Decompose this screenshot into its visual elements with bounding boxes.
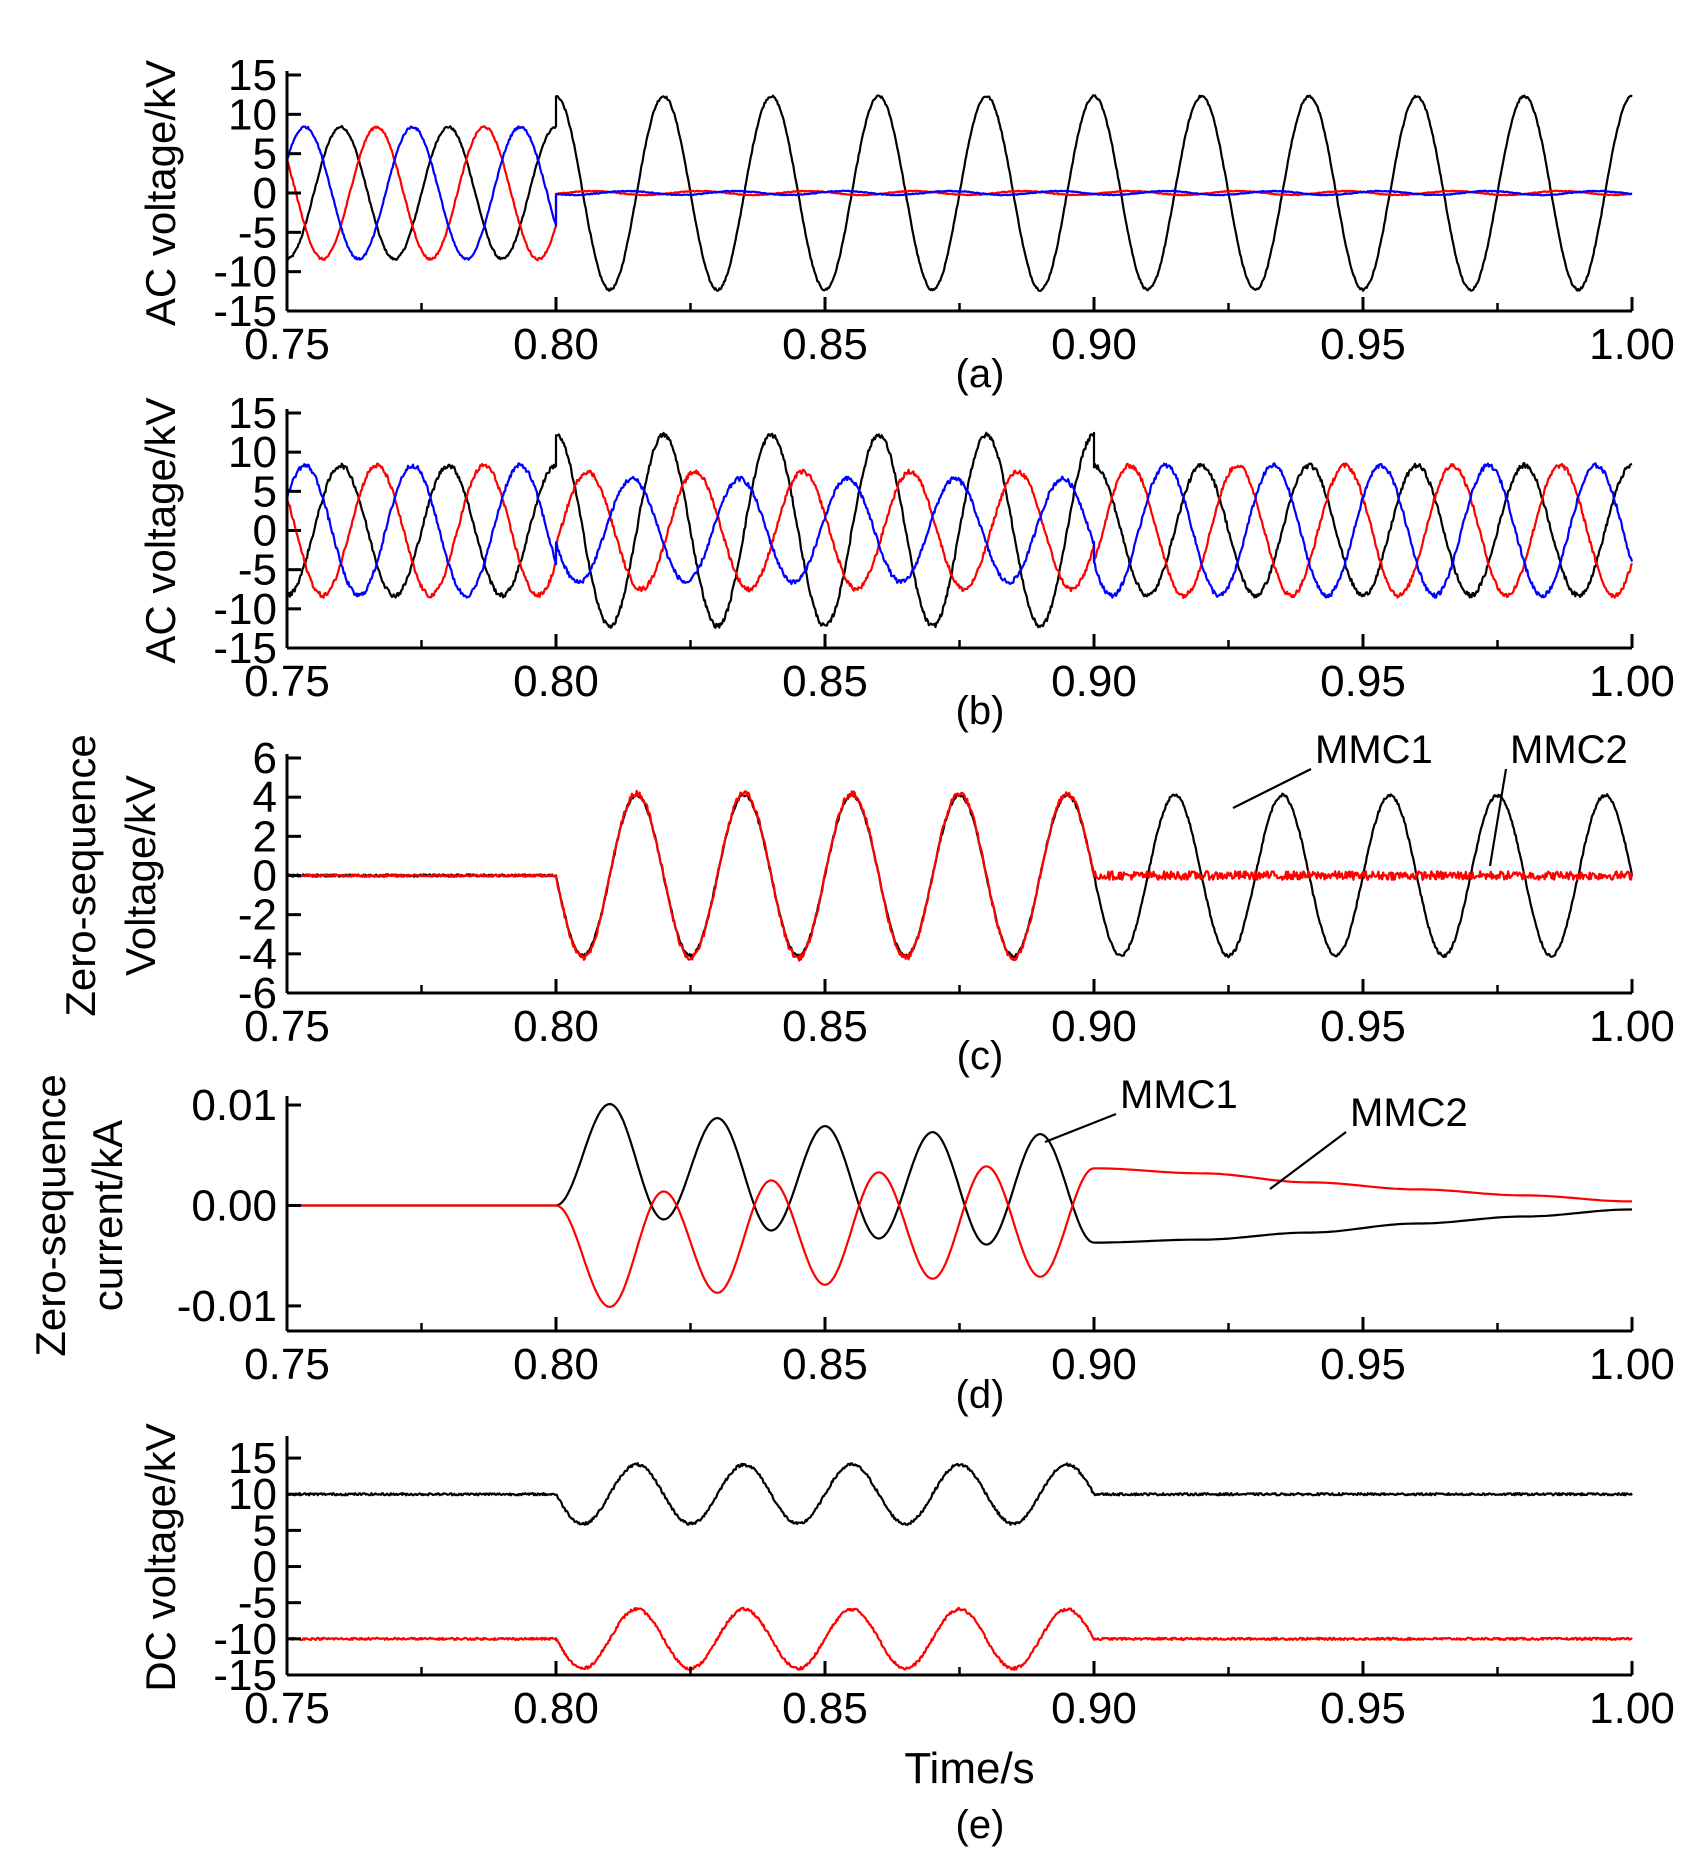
x-tick-label-b: 0.90 bbox=[1051, 657, 1137, 706]
y-tick-label-e: 15 bbox=[228, 1434, 277, 1483]
x-tick-label-c: 1.00 bbox=[1589, 1002, 1675, 1051]
annotation-c-mmc1: MMC1 bbox=[1315, 728, 1433, 772]
series-b-phase-c bbox=[285, 462, 1634, 599]
x-tick-label-e: 0.95 bbox=[1320, 1684, 1406, 1733]
x-tick-label-d: 0.80 bbox=[513, 1340, 599, 1389]
y-tick-label-b: -15 bbox=[213, 624, 277, 673]
y-tick-label-b: -5 bbox=[238, 546, 277, 595]
x-tick-label-c: 0.80 bbox=[513, 1002, 599, 1051]
y-tick-label-a: 0 bbox=[253, 169, 277, 218]
annotation-leader-d bbox=[1044, 1112, 1117, 1144]
y-tick-label-b: -10 bbox=[213, 585, 277, 634]
y-tick-label-c: 0 bbox=[253, 852, 277, 901]
annotation-leader-d bbox=[1269, 1131, 1347, 1190]
x-tick-label-c: 0.95 bbox=[1320, 1002, 1406, 1051]
x-tick-label-a: 0.90 bbox=[1051, 320, 1137, 369]
subplot-d: 0.75 0.80 0.85 0.90 0.95 1.00 0.01 0.00 -0.01 Zer… bbox=[27, 1073, 1675, 1417]
x-tick-label-a: 0.85 bbox=[782, 320, 868, 369]
x-tick-label-e: 0.75 bbox=[244, 1684, 330, 1733]
subplot-label-b: (b) bbox=[956, 689, 1005, 733]
y-tick-label-c: 6 bbox=[253, 734, 277, 783]
x-tick-label-d: 0.85 bbox=[782, 1340, 868, 1389]
series-b-phase-b bbox=[285, 462, 1634, 599]
y-tick-label-d: 0.00 bbox=[191, 1181, 277, 1230]
x-tick-label-a: 0.80 bbox=[513, 320, 599, 369]
series-c-MMC2 bbox=[286, 789, 1634, 962]
y-tick-label-d: -0.01 bbox=[177, 1282, 277, 1331]
y-tick-label-e: -5 bbox=[238, 1579, 277, 1628]
annotation-leader-c bbox=[1232, 768, 1312, 809]
y-tick-label-a: 5 bbox=[253, 130, 277, 179]
x-tick-label-b: 0.80 bbox=[513, 657, 599, 706]
subplot-label-c: (c) bbox=[957, 1034, 1004, 1078]
y-axis-label-e: DC voltage/kV bbox=[137, 1423, 184, 1691]
y-tick-label-a: -15 bbox=[213, 287, 277, 336]
y-axis-label-b: AC voltage/kV bbox=[137, 397, 184, 663]
series-a-phase-b bbox=[285, 125, 1633, 262]
subplot-label-a: (a) bbox=[956, 352, 1005, 396]
x-tick-label-a: 1.00 bbox=[1589, 320, 1675, 369]
x-tick-label-e: 0.80 bbox=[513, 1684, 599, 1733]
y-tick-label-a: -10 bbox=[213, 248, 277, 297]
x-tick-label-a: 0.95 bbox=[1320, 320, 1406, 369]
y-axis-label-a: AC voltage/kV bbox=[137, 60, 184, 326]
y-tick-label-c: -6 bbox=[238, 969, 277, 1018]
x-tick-label-c: 0.75 bbox=[244, 1002, 330, 1051]
y-axis-label-c: Zero-sequence bbox=[57, 734, 104, 1017]
annotation-c-mmc2: MMC2 bbox=[1510, 728, 1628, 772]
x-tick-label-b: 0.85 bbox=[782, 657, 868, 706]
y-tick-label-c: 4 bbox=[253, 773, 277, 822]
y-tick-label-c: 2 bbox=[253, 812, 277, 861]
y-tick-label-e: -10 bbox=[213, 1615, 277, 1664]
x-tick-label-a: 0.75 bbox=[244, 320, 330, 369]
x-tick-label-c: 0.85 bbox=[782, 1002, 868, 1051]
y-tick-label-b: 15 bbox=[228, 389, 277, 438]
y-tick-label-e: 5 bbox=[253, 1506, 277, 1555]
x-tick-label-b: 0.75 bbox=[244, 657, 330, 706]
x-tick-label-c: 0.90 bbox=[1051, 1002, 1137, 1051]
x-tick-label-d: 0.75 bbox=[244, 1340, 330, 1389]
x-tick-label-b: 1.00 bbox=[1589, 657, 1675, 706]
annotation-d-mmc1: MMC1 bbox=[1120, 1073, 1238, 1117]
series-d-MMC1 bbox=[287, 1102, 1632, 1246]
y-tick-label-a: 10 bbox=[228, 90, 277, 139]
y-axis-label-d: Zero-sequence bbox=[27, 1074, 74, 1357]
y-axis-label-c: Voltage/kV bbox=[117, 775, 164, 976]
x-tick-label-d: 1.00 bbox=[1589, 1340, 1675, 1389]
subplot-label-e: (e) bbox=[956, 1803, 1005, 1847]
subplot-label-d: (d) bbox=[956, 1373, 1005, 1417]
y-tick-label-b: 5 bbox=[253, 467, 277, 516]
series-b-phase-a bbox=[286, 431, 1633, 629]
annotation-leader-c bbox=[1488, 768, 1508, 867]
y-tick-label-a: -5 bbox=[238, 208, 277, 257]
x-tick-label-e: 0.85 bbox=[782, 1684, 868, 1733]
series-e-positive-pole bbox=[286, 1462, 1633, 1526]
y-axis-label-d: current/kA bbox=[84, 1120, 131, 1311]
y-tick-label-c: -2 bbox=[238, 891, 277, 940]
x-axis-label-e: Time/s bbox=[904, 1744, 1034, 1793]
x-tick-label-b: 0.95 bbox=[1320, 657, 1406, 706]
annotation-d-mmc2: MMC2 bbox=[1350, 1091, 1468, 1135]
y-tick-label-e: 10 bbox=[228, 1470, 277, 1519]
y-tick-label-a: 15 bbox=[228, 51, 277, 100]
y-tick-label-e: 0 bbox=[253, 1543, 277, 1592]
y-tick-label-d: 0.01 bbox=[191, 1081, 277, 1130]
x-tick-label-d: 0.90 bbox=[1051, 1340, 1137, 1389]
y-tick-label-e: -15 bbox=[213, 1651, 277, 1700]
series-d-MMC2 bbox=[287, 1165, 1632, 1308]
series-e-negative-pole bbox=[286, 1606, 1633, 1671]
x-tick-label-e: 0.90 bbox=[1051, 1684, 1137, 1733]
series-a-phase-c bbox=[285, 125, 1633, 261]
y-tick-label-b: 10 bbox=[228, 428, 277, 477]
x-tick-label-d: 0.95 bbox=[1320, 1340, 1406, 1389]
x-tick-label-e: 1.00 bbox=[1589, 1684, 1675, 1733]
series-a-phase-a bbox=[286, 94, 1633, 292]
y-tick-label-b: 0 bbox=[253, 507, 277, 556]
y-tick-label-c: -4 bbox=[238, 930, 277, 979]
